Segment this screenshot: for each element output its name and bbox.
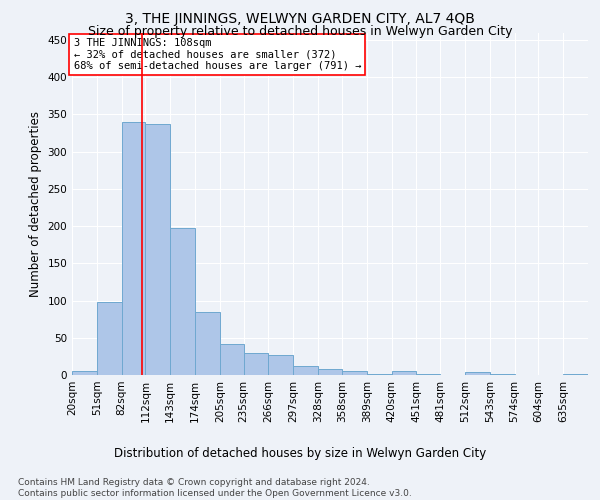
Bar (97, 302, 122, 375)
Text: Distribution of detached houses by size in Welwyn Garden City: Distribution of detached houses by size … (114, 446, 486, 460)
Bar (122, 122, 145, 375)
Bar (342, 372, 367, 375)
Bar (195, 312, 220, 375)
Bar (416, 374, 440, 375)
Text: 3, THE JINNINGS, WELWYN GARDEN CITY, AL7 4QB: 3, THE JINNINGS, WELWYN GARDEN CITY, AL7… (125, 12, 475, 26)
Bar (490, 374, 515, 375)
Bar (145, 124, 170, 375)
Text: Size of property relative to detached houses in Welwyn Garden City: Size of property relative to detached ho… (88, 25, 512, 38)
Bar (367, 374, 392, 375)
Bar (220, 344, 244, 375)
Bar (563, 374, 588, 375)
Bar (268, 355, 293, 375)
Bar (318, 369, 342, 375)
Bar (293, 366, 318, 375)
Bar (392, 370, 416, 375)
Text: 3 THE JINNINGS: 108sqm
← 32% of detached houses are smaller (372)
68% of semi-de: 3 THE JINNINGS: 108sqm ← 32% of detached… (74, 38, 361, 71)
Bar (244, 352, 268, 375)
Y-axis label: Number of detached properties: Number of detached properties (29, 111, 42, 296)
Text: Contains HM Land Registry data © Crown copyright and database right 2024.
Contai: Contains HM Land Registry data © Crown c… (18, 478, 412, 498)
Bar (465, 372, 490, 375)
Bar (72, 372, 97, 375)
Bar (170, 228, 195, 375)
